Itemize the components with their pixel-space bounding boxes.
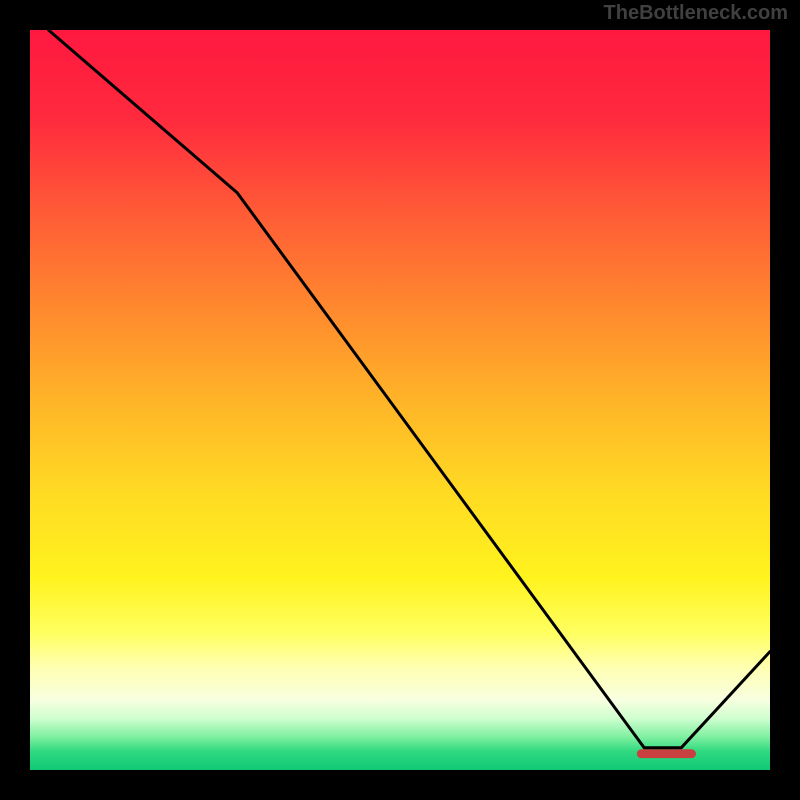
valley-red-band: [637, 749, 696, 758]
bottleneck-chart: [0, 0, 800, 800]
chart-background: [30, 30, 770, 770]
watermark-text: TheBottleneck.com: [604, 2, 788, 25]
